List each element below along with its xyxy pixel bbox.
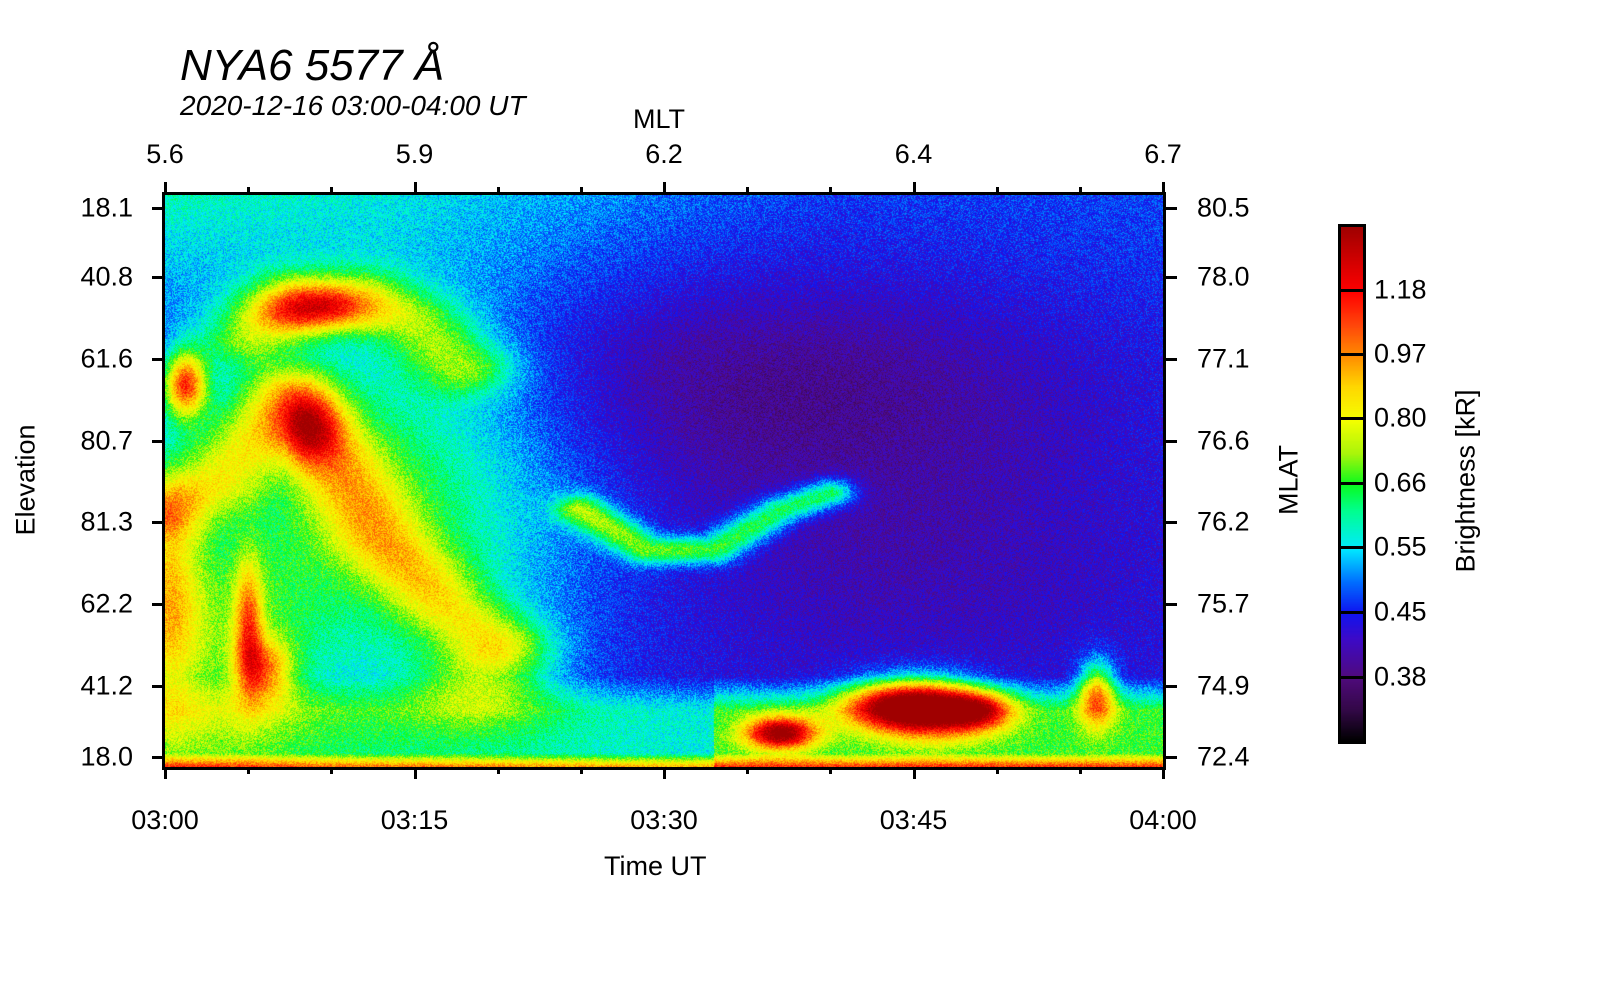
right-y-tick	[1165, 756, 1177, 759]
right-y-tick-label: 80.5	[1197, 192, 1250, 223]
x-minor-tick	[995, 767, 999, 774]
y-tick-label: 81.3	[80, 506, 133, 537]
right-y-tick-label: 78.0	[1197, 261, 1250, 292]
y-tick	[152, 756, 164, 759]
x-tick-label: 03:00	[131, 805, 199, 835]
top-axis-title: MLT	[633, 104, 685, 134]
colorbar-divider	[1341, 546, 1363, 549]
x-axis-title: Time UT	[604, 851, 707, 881]
colorbar-divider	[1341, 289, 1363, 292]
right-y-axis-title: MLAT	[1273, 444, 1304, 516]
x-minor-tick	[579, 767, 583, 774]
x-tick-label: 03:30	[630, 805, 698, 835]
y-tick-label: 18.0	[80, 741, 133, 772]
y-tick	[152, 603, 164, 606]
top-x-minor-tick	[995, 187, 999, 194]
colorbar-tick-label: 0.45	[1374, 596, 1427, 627]
chart-subtitle: 2020-12-16 03:00-04:00 UT	[180, 90, 526, 121]
x-tick-label: 04:00	[1129, 805, 1197, 835]
x-minor-tick	[746, 767, 750, 774]
colorbar-tick-label: 0.97	[1374, 338, 1427, 369]
x-tick	[912, 767, 916, 779]
colorbar-tick-label: 0.55	[1374, 531, 1427, 562]
y-tick-label: 41.2	[80, 670, 133, 701]
top-x-tick-label: 6.2	[645, 139, 683, 169]
colorbar-divider	[1341, 676, 1363, 679]
x-minor-tick	[330, 767, 334, 774]
colorbar-divider	[1341, 611, 1363, 614]
colorbar-tick-label: 1.18	[1374, 274, 1427, 305]
y-tick	[152, 207, 164, 210]
y-tick	[152, 521, 164, 524]
x-tick	[164, 767, 167, 779]
y-tick-label: 80.7	[80, 425, 133, 456]
y-tick-label: 62.2	[80, 588, 133, 619]
plot-frame	[162, 192, 1166, 770]
top-x-tick	[164, 182, 167, 194]
right-y-tick	[1165, 276, 1177, 279]
y-tick-label: 18.1	[80, 192, 133, 223]
right-y-tick	[1165, 358, 1177, 361]
top-x-tick-label: 5.6	[146, 139, 184, 169]
top-x-minor-tick	[829, 187, 833, 194]
top-x-minor-tick	[746, 187, 750, 194]
x-minor-tick	[829, 767, 833, 774]
right-y-tick-label: 74.9	[1197, 670, 1250, 701]
top-x-tick	[663, 182, 666, 194]
x-tick-label: 03:45	[879, 805, 948, 835]
top-x-minor-tick	[579, 187, 583, 194]
y-axis-title: Elevation	[10, 424, 41, 536]
y-tick	[152, 685, 164, 688]
right-y-tick	[1165, 521, 1177, 524]
right-y-tick	[1165, 207, 1177, 210]
x-tick-label: 03:15	[380, 805, 449, 835]
x-tick	[663, 767, 666, 779]
y-tick	[152, 276, 164, 279]
colorbar-divider	[1341, 417, 1363, 420]
right-y-tick	[1165, 440, 1177, 443]
top-x-tick	[413, 182, 417, 194]
keogram-image	[165, 195, 1163, 767]
top-x-tick	[912, 182, 916, 194]
x-minor-tick	[496, 767, 500, 774]
right-y-tick-label: 75.7	[1197, 588, 1250, 619]
y-tick	[152, 440, 164, 443]
right-y-tick-label: 77.1	[1197, 343, 1250, 374]
chart-title: NYA6 5577 Å	[180, 41, 445, 90]
top-x-minor-tick	[1078, 187, 1082, 194]
right-y-tick-label: 76.2	[1197, 506, 1250, 537]
x-minor-tick	[247, 767, 251, 774]
top-x-tick	[1162, 182, 1165, 194]
right-y-tick	[1165, 603, 1177, 606]
top-x-minor-tick	[496, 187, 500, 194]
colorbar-tick-label: 0.38	[1374, 661, 1427, 692]
y-tick-label: 61.6	[80, 343, 133, 374]
right-y-tick-label: 76.6	[1197, 425, 1250, 456]
x-tick	[1162, 767, 1165, 779]
right-y-tick	[1165, 685, 1177, 688]
top-x-minor-tick	[247, 187, 251, 194]
y-tick	[152, 358, 164, 361]
top-x-tick-label: 5.9	[395, 139, 434, 169]
colorbar-tick-label: 0.66	[1374, 467, 1427, 498]
top-x-minor-tick	[330, 187, 334, 194]
right-y-tick-label: 72.4	[1197, 741, 1250, 772]
colorbar-tick-label: 0.80	[1374, 402, 1427, 433]
y-tick-label: 40.8	[80, 261, 133, 292]
top-x-tick-label: 6.7	[1144, 139, 1182, 169]
x-minor-tick	[1078, 767, 1082, 774]
top-x-tick-label: 6.4	[894, 139, 933, 169]
colorbar-divider	[1341, 482, 1363, 485]
colorbar-label: Brightness [kR]	[1450, 389, 1481, 573]
x-tick	[413, 767, 417, 779]
colorbar-divider	[1341, 353, 1363, 356]
